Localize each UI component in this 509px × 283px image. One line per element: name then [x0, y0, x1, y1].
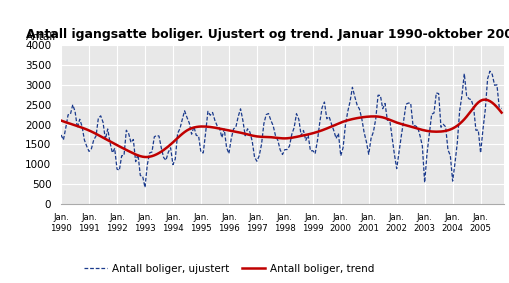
Antall boliger, trend	[142, 155, 148, 159]
Antall boliger, ujustert	[58, 133, 64, 137]
Line: Antall boliger, trend: Antall boliger, trend	[61, 100, 501, 157]
Antall boliger, trend	[498, 111, 504, 114]
Antall boliger, ujustert	[487, 69, 493, 73]
Text: Antall: Antall	[25, 32, 56, 42]
Antall boliger, trend	[261, 135, 267, 139]
Legend: Antall boliger, ujustert, Antall boliger, trend: Antall boliger, ujustert, Antall boliger…	[80, 260, 379, 278]
Antall boliger, trend	[482, 98, 488, 101]
Antall boliger, ujustert	[186, 121, 192, 125]
Antall boliger, trend	[105, 138, 111, 142]
Antall boliger, ujustert	[163, 158, 169, 162]
Antall boliger, ujustert	[193, 134, 200, 137]
Antall boliger, trend	[163, 147, 169, 150]
Antall boliger, ujustert	[261, 122, 267, 125]
Text: Antall igangsatte boliger. Ujustert og trend. Januar 1990-oktober 2005: Antall igangsatte boliger. Ujustert og t…	[25, 28, 509, 41]
Antall boliger, ujustert	[142, 186, 148, 189]
Antall boliger, trend	[193, 125, 200, 129]
Antall boliger, ujustert	[498, 107, 504, 110]
Antall boliger, ujustert	[282, 148, 288, 151]
Line: Antall boliger, ujustert: Antall boliger, ujustert	[61, 71, 501, 187]
Antall boliger, trend	[186, 128, 192, 131]
Antall boliger, ujustert	[105, 127, 111, 131]
Antall boliger, trend	[282, 137, 288, 140]
Antall boliger, trend	[58, 119, 64, 122]
